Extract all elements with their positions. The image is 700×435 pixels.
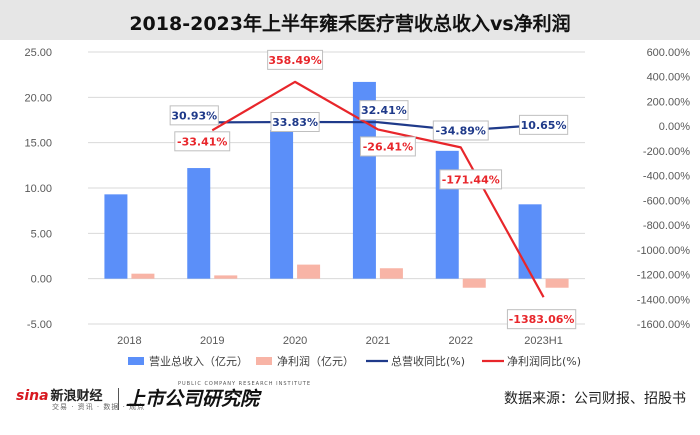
data-source: 数据来源：公司财报、招股书 <box>504 391 686 407</box>
institute-logo: 上市公司研究院 <box>126 388 260 410</box>
right-tick-label: -1200.00% <box>637 270 690 282</box>
right-tick-label: 0.00% <box>659 121 690 133</box>
data-label-text: -171.44% <box>442 173 500 186</box>
data-label-text: 32.41% <box>361 104 407 117</box>
data-label-text: 30.93% <box>171 109 217 122</box>
profit-growth-label: -171.44% <box>439 169 503 190</box>
legend-swatch <box>256 357 272 365</box>
profit-bar <box>214 275 238 279</box>
revenue-growth-label: 33.83% <box>270 111 320 132</box>
legend-label: 净利润同比(%) <box>507 354 581 368</box>
left-tick-label: -5.00 <box>27 319 52 331</box>
profit-growth-label: -33.41% <box>174 131 231 152</box>
data-label-box <box>506 309 577 330</box>
right-tick-label: -200.00% <box>643 146 690 158</box>
right-tick-label: -800.00% <box>643 220 690 232</box>
profit-growth-label: 358.49% <box>267 49 324 70</box>
data-label-text: 33.83% <box>272 116 318 129</box>
sina-finance-logo: sina 新浪财经 <box>16 385 103 404</box>
data-label-box <box>518 114 569 135</box>
revenue-bar <box>104 194 128 279</box>
profit-bar <box>462 278 486 288</box>
axes: -5.00 0.00 5.00 10.00 15.00 20.00 25.00 -1600.0… <box>24 47 690 347</box>
revenue-bar <box>270 129 294 279</box>
combo-chart: -5.00 0.00 5.00 10.00 15.00 20.00 25.00 -1600.0… <box>24 47 690 368</box>
institute-subtitle: PUBLIC COMPANY RESEARCH INSTITUTE <box>178 381 311 387</box>
data-label-box <box>359 100 409 121</box>
data-label-box <box>359 136 416 157</box>
sina-finance-subtitle: 交易 · 资讯 · 数据 · 观点 <box>52 403 146 411</box>
data-label-box <box>174 131 231 152</box>
legend-swatch <box>128 357 144 365</box>
data-label-text: 10.65% <box>521 119 567 132</box>
data-label-box <box>432 120 489 141</box>
right-tick-label: -400.00% <box>643 171 690 183</box>
category-label: 2021 <box>366 335 390 347</box>
revenue-bar <box>518 204 542 279</box>
profit-growth-line <box>211 80 545 298</box>
right-tick-label: 600.00% <box>647 47 691 59</box>
chart-title: 2018-2023年上半年雍禾医疗营收总收入vs净利润 <box>129 13 571 35</box>
right-tick-label: -1000.00% <box>637 245 690 257</box>
bars <box>104 81 569 288</box>
legend-label: 总营收同比(%) <box>391 354 465 368</box>
right-tick-label: -1600.00% <box>637 319 690 331</box>
sina-finance-name: 新浪财经 <box>50 389 103 404</box>
legend-label: 净利润（亿元） <box>277 354 354 368</box>
revenue-growth-label: 32.41% <box>359 100 409 121</box>
left-tick-label: 0.00 <box>31 274 52 286</box>
data-label-text: -26.41% <box>363 140 413 153</box>
legend-item: 营业总收入（亿元） <box>128 354 248 368</box>
data-label-text: 358.49% <box>268 54 321 67</box>
revenue-growth-label: -34.89% <box>432 120 489 141</box>
profit-bar <box>545 278 569 288</box>
data-label-box <box>439 169 503 190</box>
left-tick-label: 20.00 <box>24 92 52 104</box>
right-tick-label: -600.00% <box>643 195 690 207</box>
data-label-text: -34.89% <box>436 124 486 137</box>
sina-logo-text: sina <box>16 388 49 404</box>
profit-growth-label: -1383.06% <box>506 309 577 330</box>
legend-item: 总营收同比(%) <box>366 354 465 368</box>
left-tick-label: 15.00 <box>24 138 52 150</box>
data-label-box <box>169 105 219 126</box>
revenue-growth-label: 10.65% <box>518 114 569 135</box>
legend-label: 营业总收入（亿元） <box>149 354 248 368</box>
category-label: 2020 <box>283 335 307 347</box>
left-tick-label: 5.00 <box>31 228 52 240</box>
legend: 营业总收入（亿元） 净利润（亿元） 总营收同比(%) 净利润同比(%) <box>128 354 581 368</box>
category-label: 2018 <box>117 335 141 347</box>
right-tick-label: 200.00% <box>647 96 691 108</box>
profit-bar <box>379 268 403 279</box>
left-tick-label: 25.00 <box>24 47 52 59</box>
data-label-text: -33.41% <box>177 135 227 148</box>
profit-growth-label: -26.41% <box>359 136 416 157</box>
revenue-bar <box>187 168 211 279</box>
legend-item: 净利润同比(%) <box>482 354 581 368</box>
data-labels: 30.93% 33.83% 32.41% -34.89% 10.65% -33.41% 35… <box>169 49 577 330</box>
profit-bar <box>131 273 155 279</box>
revenue-bar <box>352 81 376 279</box>
right-tick-label: -1400.00% <box>637 294 690 306</box>
profit-bar <box>297 264 321 279</box>
data-label-text: -1383.06% <box>509 313 575 326</box>
category-label: 2023H1 <box>524 335 563 347</box>
data-label-box <box>270 111 320 132</box>
right-tick-label: 400.00% <box>647 72 691 84</box>
left-tick-label: 10.00 <box>24 183 52 195</box>
revenue-growth-label: 30.93% <box>169 105 219 126</box>
data-label-box <box>267 49 324 70</box>
category-label: 2022 <box>449 335 473 347</box>
brand-separator <box>118 388 119 410</box>
gridlines <box>88 51 585 325</box>
category-label: 2019 <box>200 335 224 347</box>
legend-item: 净利润（亿元） <box>256 354 354 368</box>
title-bar <box>0 0 700 40</box>
